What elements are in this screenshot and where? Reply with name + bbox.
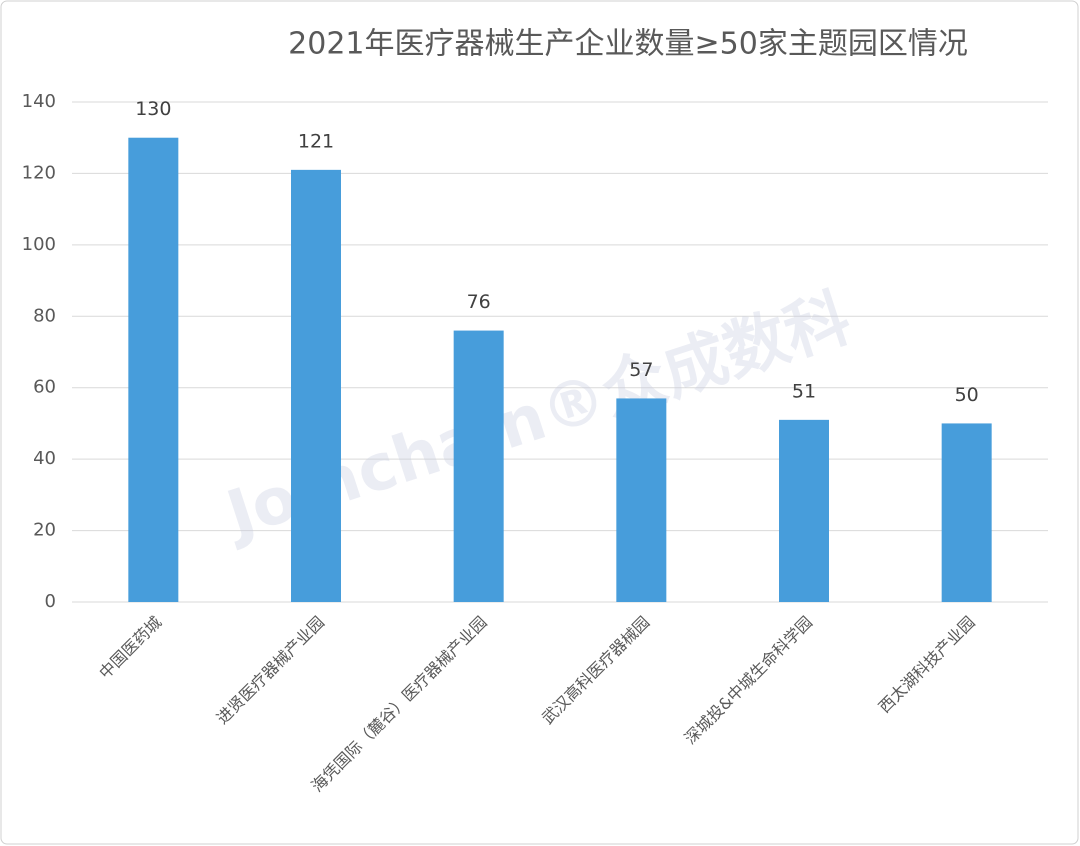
y-tick-label: 100 [22,234,56,255]
y-tick-label: 80 [33,305,56,326]
y-tick-label: 120 [22,162,56,183]
bar [291,169,341,602]
data-label: 121 [298,130,334,152]
data-label: 50 [955,384,979,406]
bar [128,137,179,602]
data-label: 76 [467,291,491,313]
bar [453,330,504,602]
y-tick-label: 40 [33,448,56,469]
bar [616,398,667,602]
bar [779,419,829,602]
bar [941,423,992,602]
y-tick-label: 60 [33,377,56,398]
y-tick-label: 140 [22,91,56,112]
data-label: 51 [792,380,816,402]
data-label: 130 [135,98,171,120]
data-label: 57 [629,359,653,381]
y-tick-label: 20 [33,520,56,541]
y-tick-label: 0 [45,591,56,612]
chart-title: 2021年医疗器械生产企业数量≥50家主题园区情况 [288,27,968,62]
